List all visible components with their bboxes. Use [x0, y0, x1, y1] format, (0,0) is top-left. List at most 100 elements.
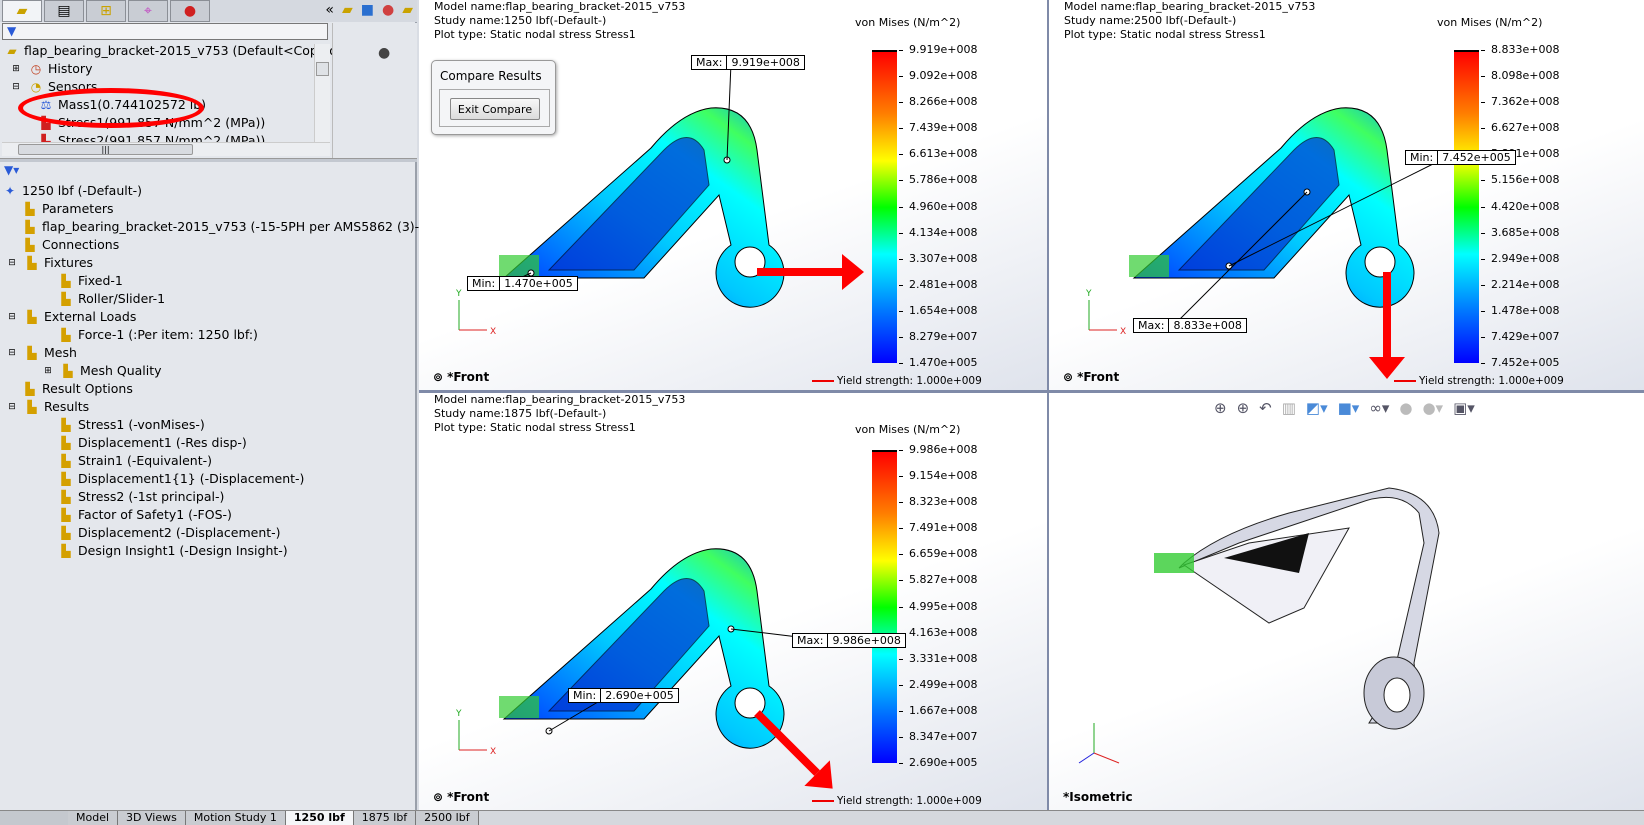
min-annotation[interactable]: Min: 1.470e+005 [467, 276, 578, 291]
tree-item[interactable]: ⊟ ▙ External Loads [8, 308, 136, 325]
tree-item[interactable]: ▙ Design Insight1 (-Design Insight-) [58, 542, 287, 559]
dimxpert-tab[interactable]: ⌖ [128, 0, 168, 22]
tree-vertical-scrollbar[interactable] [314, 44, 330, 142]
viewport-top-right[interactable]: Model name:flap_bearing_bracket-2015_v75… [1049, 0, 1644, 390]
tree-item-history[interactable]: ⊞ ◷ History [8, 60, 92, 77]
exit-compare-button[interactable]: Exit Compare [450, 98, 540, 120]
collapse-icon[interactable]: ⊟ [8, 347, 16, 358]
roller-icon: ▙ [61, 291, 71, 306]
force-icon: ▙ [61, 327, 71, 342]
tab-1250-lbf[interactable]: 1250 lbf [285, 811, 354, 825]
tab-2500-lbf[interactable]: 2500 lbf [416, 811, 479, 825]
previous-view-icon[interactable]: ↶ [1259, 399, 1272, 417]
collapse-icon[interactable]: ⊟ [8, 311, 16, 322]
legend-label: 3.685e+008 [1491, 225, 1560, 239]
tree-item[interactable]: ▙ Roller/Slider-1 [58, 290, 165, 307]
fixture-symbols [499, 696, 539, 718]
view-name: ⊚ *Front [433, 370, 489, 384]
tree-item[interactable]: ⊟ ▙ Fixtures [8, 254, 93, 271]
panel-splitter[interactable] [0, 158, 417, 162]
legend-tick [1481, 206, 1485, 208]
expand-icon[interactable]: ⊞ [44, 365, 52, 376]
cube-icon[interactable]: ■ [360, 2, 374, 18]
collapse-icon[interactable]: ⊟ [12, 81, 20, 92]
tree-item[interactable]: ▙ Fixed-1 [58, 272, 122, 289]
tree-item[interactable]: ▙ Result Options [22, 380, 132, 397]
apply-scene-icon[interactable]: ●▾ [1422, 399, 1444, 417]
view-name: ⊚ *Front [433, 790, 489, 804]
strain-plot-icon: ▙ [61, 453, 71, 468]
viewport-splitter-vertical[interactable] [1047, 0, 1049, 810]
legend-tick [1481, 102, 1485, 104]
tree-item[interactable]: ⊟ ▙ Results [8, 398, 89, 415]
min-annotation[interactable]: Min: 7.452e+005 [1405, 150, 1516, 165]
viewport-splitter-horizontal[interactable] [419, 390, 1644, 393]
tree-item-stress2-sensor[interactable]: ▙ Stress2(991.857 N/mm^2 (MPa)) [38, 132, 265, 142]
appearance-icon: ● [183, 3, 197, 19]
configuration-icon: ⊞ [100, 3, 112, 19]
section-view-icon[interactable]: ▥ [1281, 399, 1296, 417]
color-ball-icon[interactable]: ● [382, 2, 395, 18]
legend-tick [899, 180, 903, 182]
edit-appearance-icon[interactable]: ● [1399, 399, 1413, 417]
tree-item[interactable]: ▙ Connections [22, 236, 119, 253]
tab-motion-study[interactable]: Motion Study 1 [185, 811, 286, 825]
configurationmanager-tab[interactable]: ⊞ [86, 0, 126, 22]
viewport-top-left[interactable]: Model name:flap_bearing_bracket-2015_v75… [419, 0, 1047, 390]
tree-label: Parameters [42, 201, 114, 216]
tree-horizontal-scrollbar[interactable]: ||| [2, 142, 330, 156]
displacement-plot-icon: ▙ [61, 525, 71, 540]
assembly-icon[interactable]: ▰ [341, 2, 353, 18]
scroll-thumb[interactable]: ||| [18, 144, 193, 155]
tree-item[interactable]: ▙ Displacement1{1} (-Displacement-) [58, 470, 304, 487]
legend-tick [1481, 258, 1485, 260]
min-label: Min: [1410, 151, 1434, 164]
expand-icon[interactable]: ⊞ [12, 63, 20, 74]
min-annotation[interactable]: Min: 2.690e+005 [568, 688, 679, 703]
viewport-bottom-right[interactable]: ⊕ ⊕ ↶ ▥ ◩▾ ■▾ ∞▾ ● ●▾ ▣▾ *Isometric [1049, 393, 1644, 810]
study-root[interactable]: ✦ 1250 lbf (-Default-) [2, 182, 142, 199]
tree-item[interactable]: ▙ Stress2 (-1st principal-) [58, 488, 224, 505]
tree-item[interactable]: ⊟ ▙ Mesh [8, 344, 77, 361]
tab-scroll-arrows[interactable] [0, 811, 68, 825]
display-style-icon[interactable]: ■▾ [1337, 399, 1360, 417]
model-name: Model name:flap_bearing_bracket-2015_v75… [434, 393, 686, 406]
viewport-bottom-left[interactable]: Model name:flap_bearing_bracket-2015_v75… [419, 393, 1047, 810]
color-legend-bar [872, 50, 897, 363]
stress-plot: YX [1085, 107, 1446, 379]
collapse-icon[interactable]: ⊟ [8, 401, 16, 412]
collapse-icon[interactable]: ⊟ [8, 257, 16, 268]
max-annotation[interactable]: Max: 8.833e+008 [1133, 318, 1247, 333]
max-annotation[interactable]: Max: 9.919e+008 [691, 55, 805, 70]
view-orientation-icon[interactable]: ◩▾ [1305, 399, 1328, 417]
tree-item[interactable]: ⊞ ▙ Mesh Quality [44, 362, 161, 379]
tree-root[interactable]: ▰ flap_bearing_bracket-2015_v753 (Default… [4, 42, 332, 59]
tab-1875-lbf[interactable]: 1875 lbf [353, 811, 417, 825]
tree-item[interactable]: ▙ Stress1 (-vonMises-) [58, 416, 204, 433]
yield-strength: Yield strength: 1.000e+009 [1394, 375, 1564, 387]
tree-item[interactable]: ▙ Strain1 (-Equivalent-) [58, 452, 212, 469]
tree-item[interactable]: ▙ Factor of Safety1 (-FOS-) [58, 506, 232, 523]
zoom-to-area-icon[interactable]: ⊕ [1236, 399, 1250, 417]
tree-item[interactable]: ▙ Parameters [22, 200, 114, 217]
tree-item[interactable]: ▙ Force-1 (:Per item: 1250 lbf:) [58, 326, 258, 343]
tab-model[interactable]: Model [68, 811, 119, 825]
tree-item[interactable]: ▙ Displacement2 (-Displacement-) [58, 524, 280, 541]
featuremanager-tab[interactable]: ▰ [2, 0, 42, 22]
max-annotation[interactable]: Max: 9.986e+008 [792, 633, 906, 648]
tree-label: Stress2 (-1st principal-) [78, 489, 225, 504]
zoom-to-fit-icon[interactable]: ⊕ [1214, 399, 1227, 417]
assembly2-icon[interactable]: ▰ [402, 2, 413, 18]
hide-show-icon[interactable]: ∞▾ [1369, 399, 1390, 417]
collapse-button[interactable]: « [325, 2, 334, 18]
propertymanager-tab[interactable]: ▤ [44, 0, 84, 22]
view-settings-icon[interactable]: ▣▾ [1453, 399, 1475, 417]
tab-3d-views[interactable]: 3D Views [118, 811, 186, 825]
tree-item[interactable]: ▙ flap_bearing_bracket-2015_v753 (-15-5PH… [22, 218, 424, 235]
legend-tick [899, 710, 903, 712]
tree-item[interactable]: ▙ Displacement1 (-Res disp-) [58, 434, 246, 451]
tree-label: Roller/Slider-1 [78, 291, 166, 306]
study-filter-button[interactable]: ▼▾ [4, 163, 19, 177]
appearance-tab[interactable]: ● [170, 0, 210, 22]
tree-filter-input[interactable]: ▼ [2, 23, 328, 40]
